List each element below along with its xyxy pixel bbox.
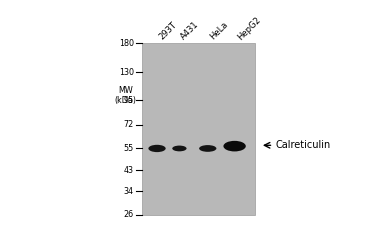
Text: 130: 130	[119, 68, 134, 77]
Text: 72: 72	[124, 120, 134, 129]
Text: 180: 180	[119, 39, 134, 48]
Ellipse shape	[199, 145, 216, 152]
Ellipse shape	[223, 141, 246, 152]
Text: MW
(kDa): MW (kDa)	[115, 86, 137, 105]
Text: 293T: 293T	[157, 20, 178, 42]
Ellipse shape	[172, 146, 187, 151]
Text: HeLa: HeLa	[208, 20, 229, 42]
Text: 95: 95	[124, 96, 134, 104]
Text: 26: 26	[124, 210, 134, 219]
Text: 55: 55	[124, 144, 134, 153]
FancyBboxPatch shape	[142, 44, 256, 215]
Text: A431: A431	[179, 20, 201, 42]
Text: HepG2: HepG2	[236, 15, 263, 42]
Text: 34: 34	[124, 186, 134, 196]
Text: Calreticulin: Calreticulin	[276, 140, 331, 150]
Text: 43: 43	[124, 166, 134, 175]
Ellipse shape	[148, 145, 166, 152]
